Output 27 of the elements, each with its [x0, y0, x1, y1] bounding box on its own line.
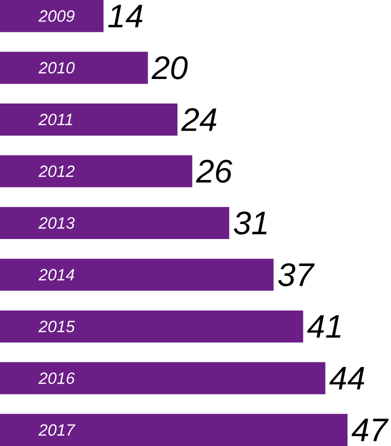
data-label: 47 — [351, 418, 388, 442]
y-tick-label: 2014 — [38, 268, 74, 280]
y-tick-label: 2012 — [38, 166, 74, 178]
data-label: 37 — [278, 263, 315, 286]
bar — [0, 52, 148, 84]
data-label: 26 — [196, 160, 232, 183]
data-label: 20 — [151, 56, 188, 80]
bar — [0, 0, 104, 32]
data-label: 41 — [307, 315, 340, 338]
bar — [0, 258, 274, 291]
y-tick-label: 2015 — [38, 320, 75, 332]
data-label: 31 — [234, 211, 266, 235]
bar — [0, 414, 348, 446]
data-label: 44 — [329, 367, 364, 390]
y-tick-label: 2016 — [38, 372, 75, 384]
y-tick-label: 2010 — [38, 62, 75, 74]
y-tick-label: 2009 — [38, 10, 74, 22]
y-tick-label: 2013 — [38, 217, 75, 229]
bar — [0, 206, 230, 240]
data-label: 14 — [108, 4, 142, 28]
bar — [0, 362, 326, 394]
bar — [0, 310, 304, 343]
data-label: 24 — [181, 108, 216, 131]
y-tick-label: 2017 — [38, 424, 76, 436]
y-tick-label: 2011 — [38, 114, 72, 126]
bar — [0, 103, 178, 136]
bar — [0, 155, 192, 188]
